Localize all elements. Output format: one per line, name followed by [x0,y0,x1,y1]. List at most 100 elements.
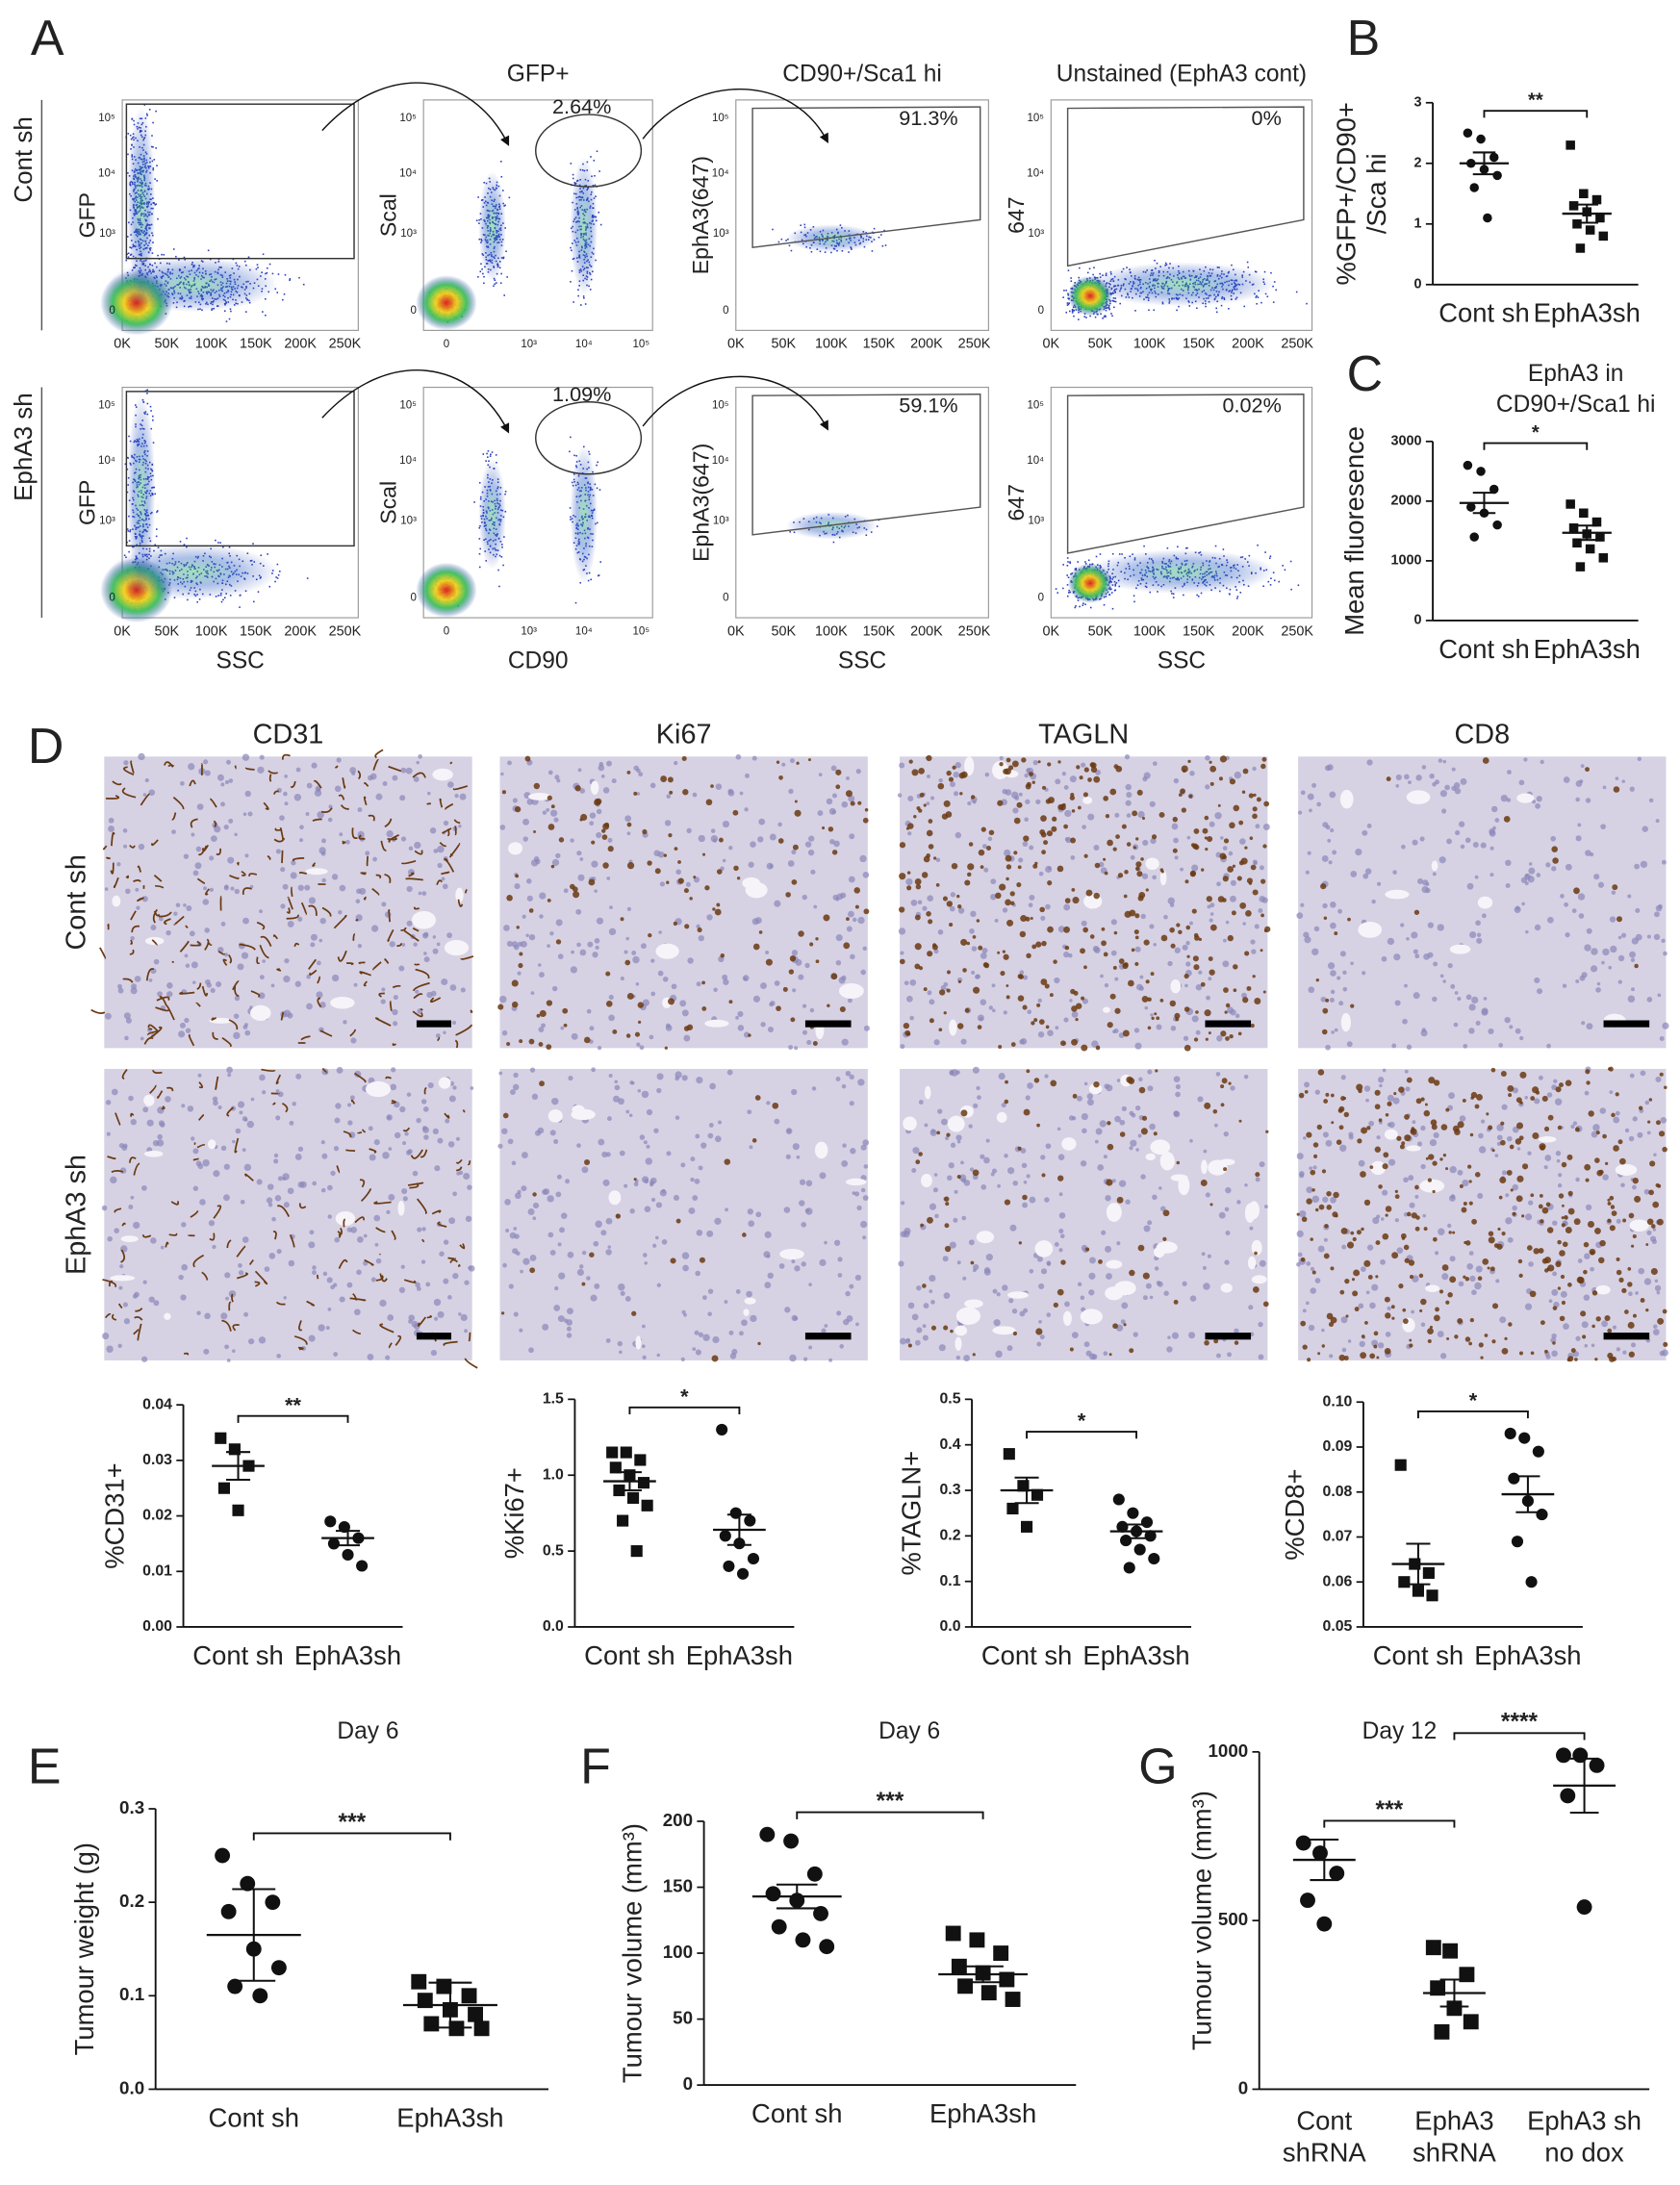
event-dot [584,303,587,305]
event-dot [485,460,487,462]
flow-x-tick: 250K [1281,337,1313,352]
event-dot [1275,289,1277,292]
event-dot [594,184,597,187]
flow-y-tick: 10⁵ [712,400,729,412]
event-dot [569,450,571,453]
event-dot [257,591,260,593]
event-dot [154,544,157,546]
gate [125,103,355,260]
event-dot [570,436,572,439]
event-dot [175,255,177,258]
event-dot [477,196,479,198]
event-dot [824,251,827,253]
event-dot [157,254,159,257]
flow-x-tick: 150K [240,337,272,352]
event-dot [284,273,287,276]
event-dot [125,259,128,262]
flow-x-tick: 0 [444,339,449,350]
event-dot [1085,317,1087,318]
event-dot [491,451,494,453]
event-dot [788,244,791,247]
event-dot [504,204,506,207]
event-dot [483,275,485,278]
event-dot [157,217,159,220]
flow-y-label: EphA3(647) [688,444,713,562]
event-dot [500,555,503,558]
event-dot [146,114,148,116]
event-dot [1073,315,1075,318]
event-dot [1105,309,1107,312]
event-dot [500,161,502,163]
event-dot [1082,602,1084,604]
event-dot [155,203,158,205]
event-dot [1205,305,1207,308]
event-dot [207,249,210,252]
event-dot [268,585,271,588]
flow-x-tick: 50K [155,337,180,352]
event-dot [230,310,232,313]
event-dot [1062,587,1064,590]
event-dot [156,528,158,530]
flow-y-tick: 10⁴ [98,455,115,467]
event-dot [481,268,483,270]
event-dot [573,301,574,303]
event-dot [597,461,599,464]
event-dot [127,153,129,156]
event-dot [156,180,158,182]
event-dot [571,269,573,272]
event-dot [478,482,481,484]
flow-y-tick: 10⁵ [712,113,729,124]
event-dot [487,450,490,452]
event-dot [1093,267,1095,269]
event-dot [482,272,484,275]
event-dot [154,178,156,180]
event-dot [146,393,148,394]
flow-x-tick: 0K [114,623,131,639]
gate-percent: 1.09% [552,382,611,406]
event-dot [871,250,874,252]
event-dot [1263,270,1266,273]
gate [535,401,643,475]
event-dot [1077,599,1080,601]
flow-x-tick: 150K [863,337,896,352]
event-dot [504,491,507,493]
panel-letter: B [1347,11,1381,66]
event-dot [1220,304,1223,307]
event-dot [473,501,475,503]
flow-frame [735,99,989,331]
event-dot [479,547,482,550]
event-dot [1066,584,1069,586]
density-core [126,394,156,588]
flow-x-tick: 10⁵ [633,339,650,350]
event-dot [1270,271,1272,274]
event-dot [500,175,503,178]
event-dot [490,453,492,456]
event-dot [156,165,158,166]
panel-letter: C [1347,346,1384,402]
event-dot [1066,574,1068,576]
event-dot [785,240,787,241]
event-dot [582,295,585,297]
event-dot [243,260,246,263]
event-dot [1069,591,1072,594]
event-dot [477,276,479,278]
flow-y-tick: 10⁵ [399,113,417,124]
event-dot [1260,301,1262,304]
gate-arrow [642,89,828,143]
flow-x-tick: 250K [329,337,362,352]
event-dot [1062,564,1064,566]
event-dot [1228,307,1230,310]
event-dot [599,223,602,226]
event-dot [247,256,250,259]
density-core [126,107,156,301]
event-dot [277,573,280,576]
event-dot [1110,592,1113,594]
flow-y-tick: 10³ [99,228,115,240]
event-dot [599,561,602,563]
event-dot [480,263,482,266]
event-dot [265,314,267,317]
event-dot [504,493,506,495]
event-dot [1114,300,1117,303]
